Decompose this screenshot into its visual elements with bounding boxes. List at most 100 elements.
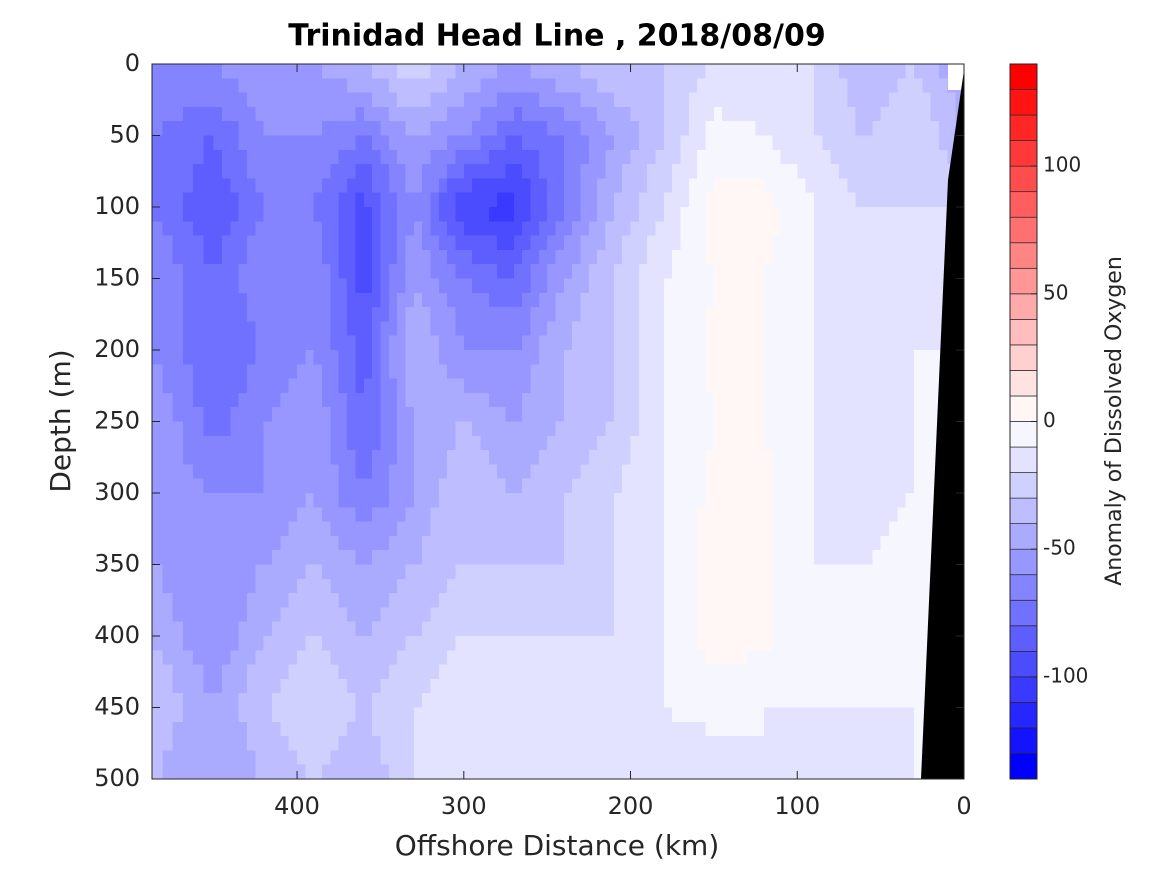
contour-cell xyxy=(747,493,757,508)
contour-cell xyxy=(547,264,557,280)
contour-cell xyxy=(263,478,273,494)
contour-cell xyxy=(330,106,340,122)
contour-cell xyxy=(713,435,723,451)
contour-cell xyxy=(555,264,565,280)
contour-cell xyxy=(238,178,248,194)
contour-cell xyxy=(597,249,607,265)
contour-cell xyxy=(738,92,748,108)
contour-cell xyxy=(513,92,523,108)
contour-cell xyxy=(747,407,757,423)
contour-cell xyxy=(397,207,407,222)
contour-cell xyxy=(572,421,582,437)
contour-cell xyxy=(297,321,306,337)
contour-cell xyxy=(313,564,323,580)
contour-cell xyxy=(338,92,348,108)
contour-cell xyxy=(597,435,607,451)
contour-cell xyxy=(305,307,315,322)
contour-cell xyxy=(280,249,290,265)
contour-cell xyxy=(413,192,423,208)
contour-cell xyxy=(563,678,573,694)
contour-cell xyxy=(597,278,607,294)
contour-cell xyxy=(572,149,582,165)
contour-cell xyxy=(380,92,390,108)
contour-cell xyxy=(838,521,848,537)
contour-cell xyxy=(347,278,357,294)
contour-cell xyxy=(338,178,348,194)
contour-cell xyxy=(655,550,665,566)
contour-cell xyxy=(380,707,390,723)
contour-cell xyxy=(330,435,340,451)
contour-cell xyxy=(505,164,515,179)
contour-cell xyxy=(663,392,673,408)
contour-cell xyxy=(330,335,340,351)
contour-cell xyxy=(347,307,357,322)
contour-cell xyxy=(588,578,598,594)
contour-cell xyxy=(280,321,290,337)
contour-cell xyxy=(680,593,690,608)
contour-cell xyxy=(638,535,648,551)
contour-cell xyxy=(338,421,348,437)
contour-cell xyxy=(182,621,194,637)
contour-cell xyxy=(663,235,673,251)
contour-cell xyxy=(313,693,323,709)
contour-cell xyxy=(680,378,690,394)
contour-cell xyxy=(297,721,306,737)
contour-cell xyxy=(663,607,673,623)
contour-cell xyxy=(172,92,184,108)
contour-cell xyxy=(238,621,248,637)
contour-cell xyxy=(505,207,515,222)
contour-cell xyxy=(555,664,565,680)
y-tick-label: 250 xyxy=(94,407,140,435)
contour-cell xyxy=(455,636,465,651)
contour-cell xyxy=(605,450,615,465)
contour-cell xyxy=(772,135,782,151)
contour-cell xyxy=(905,78,915,94)
contour-cell xyxy=(830,535,840,551)
contour-cell xyxy=(272,535,281,551)
contour-cell xyxy=(797,636,807,651)
contour-cell xyxy=(530,736,540,751)
contour-cell xyxy=(347,578,357,594)
contour-cell xyxy=(580,378,590,394)
contour-cell xyxy=(463,92,473,108)
contour-cell xyxy=(152,621,163,637)
contour-cell xyxy=(888,678,898,694)
contour-cell xyxy=(380,235,390,251)
contour-cell xyxy=(572,721,582,737)
contour-cell xyxy=(330,621,340,637)
contour-cell xyxy=(213,593,223,608)
contour-cell xyxy=(305,249,315,265)
contour-cell xyxy=(397,350,407,365)
contour-cell xyxy=(297,693,306,709)
contour-cell xyxy=(722,135,732,151)
contour-cell xyxy=(522,607,532,623)
contour-cell xyxy=(172,464,184,480)
contour-cell xyxy=(655,278,665,294)
contour-cell xyxy=(538,292,548,308)
contour-cell xyxy=(913,750,923,766)
contour-cell xyxy=(313,464,323,480)
contour-cell xyxy=(880,178,890,194)
contour-cell xyxy=(655,607,665,623)
contour-cell xyxy=(272,78,281,94)
contour-cell xyxy=(413,450,423,465)
contour-cell xyxy=(182,121,194,137)
contour-cell xyxy=(522,721,532,737)
contour-cell xyxy=(863,178,873,194)
contour-cell xyxy=(730,106,740,122)
contour-cell xyxy=(697,478,707,494)
contour-cell xyxy=(213,650,223,666)
contour-cell xyxy=(203,335,215,351)
contour-cell xyxy=(547,249,557,265)
contour-cell xyxy=(497,493,507,508)
contour-cell xyxy=(338,435,348,451)
contour-cell xyxy=(763,593,773,608)
contour-cell xyxy=(505,407,515,423)
contour-cell xyxy=(513,307,523,322)
contour-cell xyxy=(713,278,723,294)
contour-cell xyxy=(322,64,332,79)
contour-cell xyxy=(255,464,265,480)
contour-cell xyxy=(547,235,557,251)
contour-cell xyxy=(847,392,857,408)
contour-cell xyxy=(672,278,682,294)
